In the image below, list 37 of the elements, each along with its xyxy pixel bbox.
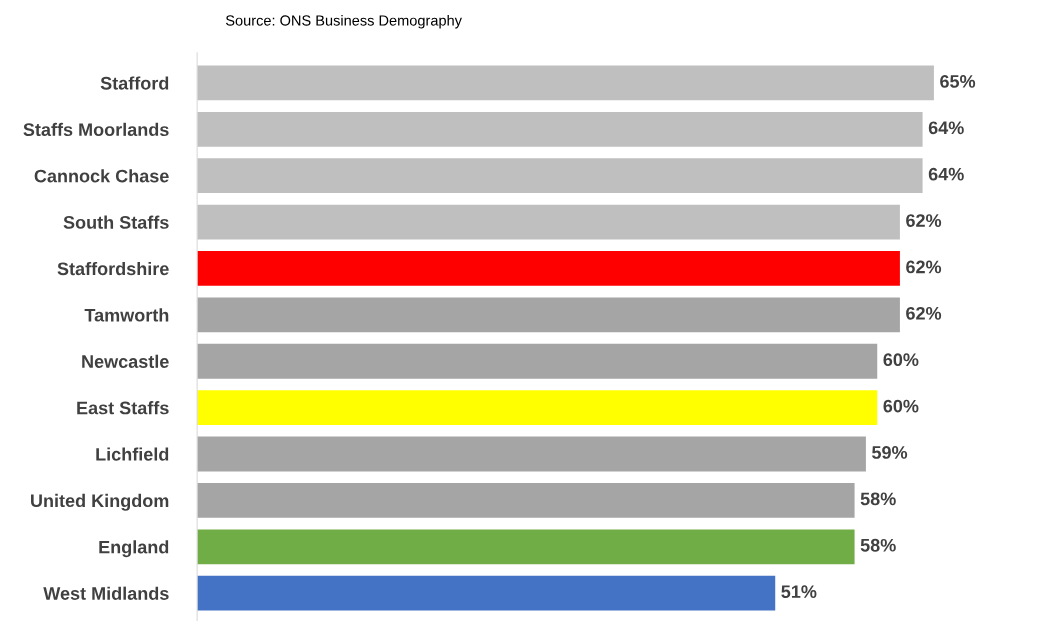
data-label: 51% [781,585,817,599]
data-label: 60% [883,353,919,367]
y-tick-label: United Kingdom [31,493,169,511]
bar [197,65,934,101]
data-label: 62% [906,260,942,274]
bar [197,343,878,379]
y-tick-label: South Staffs [63,215,169,229]
bar [197,251,900,286]
data-label: 64% [928,167,964,181]
bar [197,204,900,240]
data-label: 60% [883,399,919,413]
bar [197,483,855,518]
bar [197,436,866,472]
bar [197,297,900,333]
y-tick-label: Newcastle [82,354,169,368]
bar [197,390,878,426]
y-tick-label: Stafford [100,76,169,90]
data-label: 58% [860,538,896,552]
data-label: 64% [928,121,964,135]
y-tick-label: Tamworth [84,308,169,322]
y-tick-label: Cannock Chase [34,169,169,183]
data-label: 65% [940,75,976,88]
bar [197,575,776,611]
y-tick-label: Staffordshire [57,261,169,276]
source-note: Source: ONS Business Demography [225,14,462,29]
bar [197,529,855,565]
data-label: 62% [906,306,942,320]
data-label: 59% [872,446,908,459]
bar [197,111,923,147]
y-tick-label: Staffs Moorlands [23,122,169,137]
y-tick-label: Lichfield [96,447,169,461]
y-tick-label: East Staffs [77,401,169,415]
y-tick-label: West Midlands [43,586,169,600]
data-label: 62% [906,214,942,227]
bar [197,158,923,194]
data-label: 58% [860,492,896,506]
y-tick-label: England [99,540,169,558]
